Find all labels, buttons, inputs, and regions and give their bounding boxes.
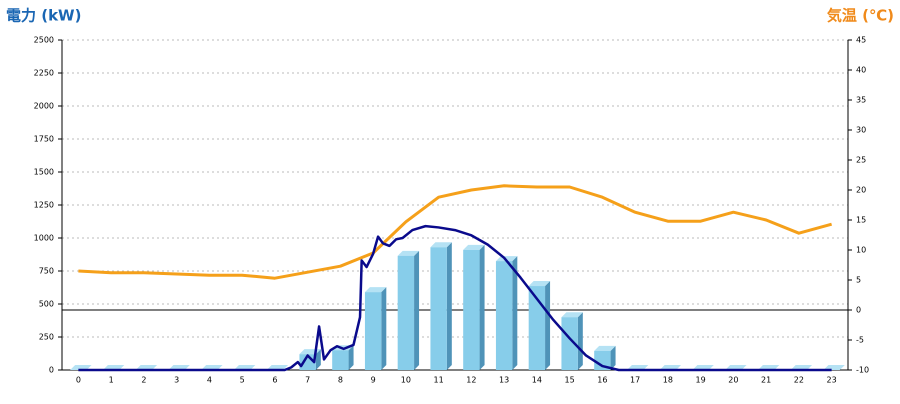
bar <box>594 345 616 370</box>
line <box>78 184 833 280</box>
y2-tick-label: 45 <box>856 36 866 45</box>
bar-face <box>463 244 485 250</box>
bar-face <box>364 292 382 370</box>
x-tick-label: 5 <box>240 376 245 385</box>
x-tick-label: 4 <box>207 376 212 385</box>
bar-face <box>479 244 485 370</box>
bar-face <box>561 312 583 318</box>
x-tick-label: 7 <box>305 376 310 385</box>
x-tick-label: 9 <box>371 376 376 385</box>
y-tick-label: 2500 <box>34 36 54 45</box>
bar-face <box>332 350 349 370</box>
bar <box>561 312 583 370</box>
bar-face <box>528 286 546 370</box>
x-tick-label: 15 <box>565 376 575 385</box>
x-tick-label: 10 <box>401 376 411 385</box>
bar-face <box>364 287 387 293</box>
line <box>78 224 832 372</box>
y2-tick-label: 35 <box>856 96 866 105</box>
bar-face <box>495 261 513 370</box>
x-tick-label: 21 <box>761 376 771 385</box>
y-tick-label: 1000 <box>34 234 54 243</box>
y2-tick-label: 10 <box>856 246 866 255</box>
y-tick-label: 0 <box>49 366 54 375</box>
bar-face <box>545 281 551 370</box>
y-tick-label: 250 <box>39 333 54 342</box>
x-tick-label: 19 <box>696 376 706 385</box>
y2-tick-label: -5 <box>856 336 864 345</box>
y-tick-label: 2000 <box>34 102 54 111</box>
bar-face <box>561 317 578 370</box>
x-tick-label: 12 <box>466 376 476 385</box>
bar-face <box>430 242 452 248</box>
y2-axis-label: 気温 (℃) <box>827 7 894 25</box>
bar <box>463 244 485 370</box>
x-tick-label: 6 <box>272 376 277 385</box>
bar <box>495 256 518 370</box>
y-tick-label: 750 <box>39 267 54 276</box>
y2-tick-label: 20 <box>856 186 866 195</box>
x-tick-label: 16 <box>597 376 607 385</box>
y-tick-label: 1750 <box>34 135 54 144</box>
x-tick-label: 17 <box>630 376 640 385</box>
bar-face <box>594 345 616 351</box>
x-tick-label: 18 <box>663 376 673 385</box>
y2-tick-label: -10 <box>856 366 869 375</box>
bar-face <box>463 249 480 370</box>
bar-face <box>348 345 354 370</box>
y2-tick-label: 15 <box>856 216 866 225</box>
y2-tick-label: 5 <box>856 276 861 285</box>
y-tick-label: 2250 <box>34 69 54 78</box>
bar <box>528 281 551 370</box>
bar-face <box>528 281 551 287</box>
bar-face <box>381 287 387 370</box>
x-tick-label: 2 <box>141 376 146 385</box>
bar-face <box>430 247 447 370</box>
x-tick-label: 14 <box>532 376 542 385</box>
y-tick-label: 500 <box>39 300 54 309</box>
x-tick-label: 3 <box>174 376 179 385</box>
y2-tick-label: 40 <box>856 66 866 75</box>
bar-face <box>414 250 420 370</box>
bar-face <box>446 242 452 370</box>
y2-tick-label: 30 <box>856 126 866 135</box>
bar <box>430 242 452 370</box>
bar-face <box>610 345 616 370</box>
bar-face <box>397 255 415 370</box>
x-tick-label: 13 <box>499 376 509 385</box>
bar <box>364 287 387 370</box>
bar-face <box>512 256 518 370</box>
x-tick-label: 20 <box>728 376 738 385</box>
bar <box>397 250 420 370</box>
x-tick-label: 8 <box>338 376 343 385</box>
x-tick-label: 11 <box>434 376 444 385</box>
x-tick-label: 0 <box>76 376 81 385</box>
bar-face <box>594 350 611 370</box>
bar-face <box>495 256 518 262</box>
y-axis-label: 電力 (kW) <box>6 7 81 25</box>
x-tick-label: 23 <box>827 376 837 385</box>
y2-tick-label: 25 <box>856 156 866 165</box>
x-tick-label: 22 <box>794 376 804 385</box>
y-tick-label: 1500 <box>34 168 54 177</box>
bar-face <box>397 250 420 256</box>
x-tick-label: 1 <box>109 376 114 385</box>
bar-face <box>315 349 321 370</box>
bar-face <box>577 312 583 370</box>
y2-tick-label: 0 <box>856 306 861 315</box>
y-tick-label: 1250 <box>34 201 54 210</box>
